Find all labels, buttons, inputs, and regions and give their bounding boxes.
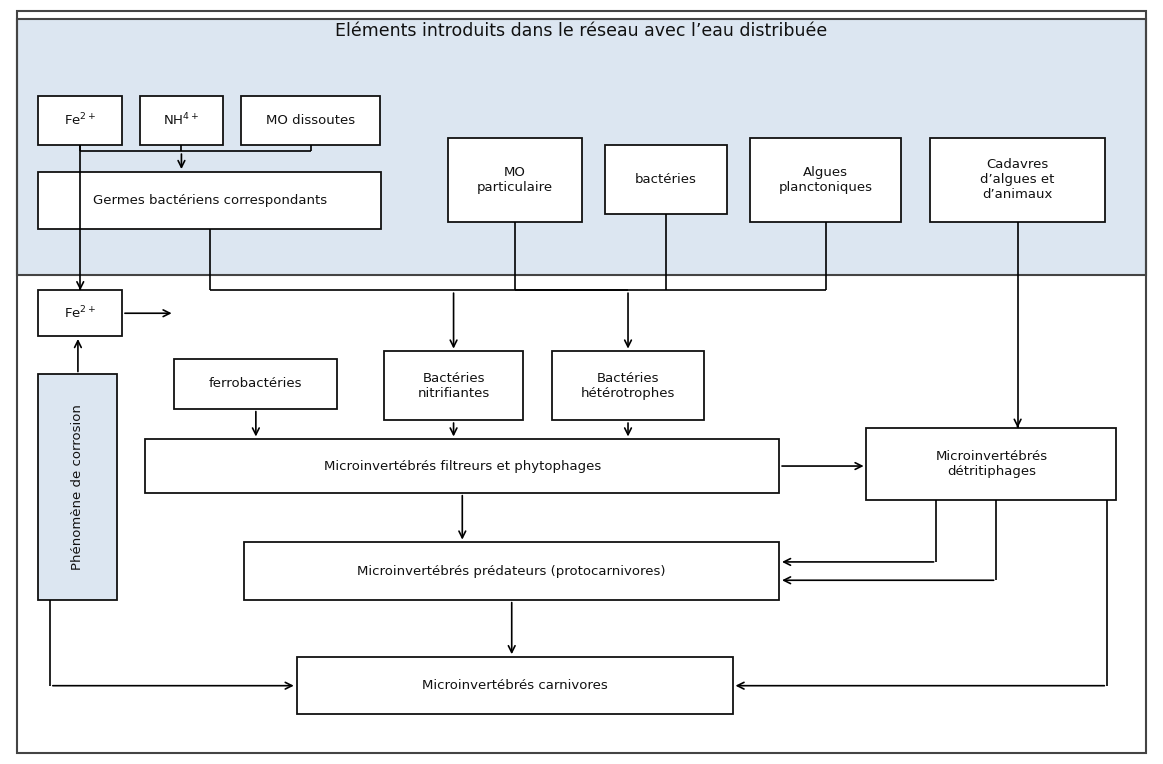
FancyBboxPatch shape [174,359,337,409]
FancyBboxPatch shape [241,96,380,145]
Text: Microinvertébrés filtreurs et phytophages: Microinvertébrés filtreurs et phytophage… [323,459,601,473]
FancyBboxPatch shape [448,138,582,222]
FancyBboxPatch shape [17,19,1146,275]
Text: Microinvertébrés prédateurs (protocarnivores): Microinvertébrés prédateurs (protocarniv… [357,565,666,578]
Text: bactéries: bactéries [635,173,697,186]
Text: Phénomène de corrosion: Phénomène de corrosion [71,404,85,570]
FancyBboxPatch shape [866,428,1116,500]
Text: Fe$^{2+}$: Fe$^{2+}$ [64,112,97,128]
Text: Cadavres
d’algues et
d’animaux: Cadavres d’algues et d’animaux [980,158,1055,201]
Text: MO dissoutes: MO dissoutes [266,114,355,127]
FancyBboxPatch shape [552,351,704,420]
Text: Bactéries
hétérotrophes: Bactéries hétérotrophes [580,372,676,400]
Text: Fe$^{2+}$: Fe$^{2+}$ [64,305,97,322]
FancyBboxPatch shape [38,374,117,600]
FancyBboxPatch shape [140,96,223,145]
Text: Microinvertébrés carnivores: Microinvertébrés carnivores [422,679,607,692]
FancyBboxPatch shape [38,290,122,336]
Text: Algues
planctoniques: Algues planctoniques [779,166,872,193]
FancyBboxPatch shape [145,439,779,493]
Text: Microinvertébrés
détritiphages: Microinvertébrés détritiphages [935,450,1048,478]
Text: Eléments introduits dans le réseau avec l’eau distribuée: Eléments introduits dans le réseau avec … [335,21,828,40]
Text: ferrobactéries: ferrobactéries [209,377,302,390]
Text: NH$^{4+}$: NH$^{4+}$ [164,112,199,128]
FancyBboxPatch shape [244,542,779,600]
FancyBboxPatch shape [297,657,733,714]
FancyBboxPatch shape [38,96,122,145]
FancyBboxPatch shape [384,351,523,420]
FancyBboxPatch shape [930,138,1105,222]
FancyBboxPatch shape [38,172,381,229]
Text: Germes bactériens correspondants: Germes bactériens correspondants [93,194,327,207]
Text: MO
particulaire: MO particulaire [477,166,552,193]
FancyBboxPatch shape [605,145,727,214]
FancyBboxPatch shape [750,138,901,222]
Text: Bactéries
nitrifiantes: Bactéries nitrifiantes [418,372,490,400]
